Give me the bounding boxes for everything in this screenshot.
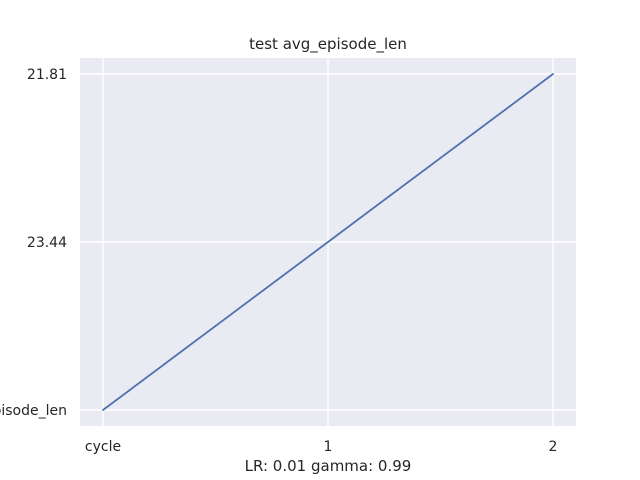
y-tick-label: episode_len [0,403,67,419]
series-layer [102,73,554,411]
tick-labels: cycle 1 2 episode_len 23.44 21.81 [0,67,557,455]
chart-title: test avg_episode_len [249,35,407,54]
x-axis-title: LR: 0.01 gamma: 0.99 [245,457,412,475]
x-tick-label: 2 [549,439,558,455]
x-tick-label: 1 [324,439,333,455]
x-tick-label: cycle [85,439,121,455]
y-tick-label: 21.81 [27,67,67,83]
y-tick-label: 23.44 [27,235,67,251]
series-line [102,73,554,411]
